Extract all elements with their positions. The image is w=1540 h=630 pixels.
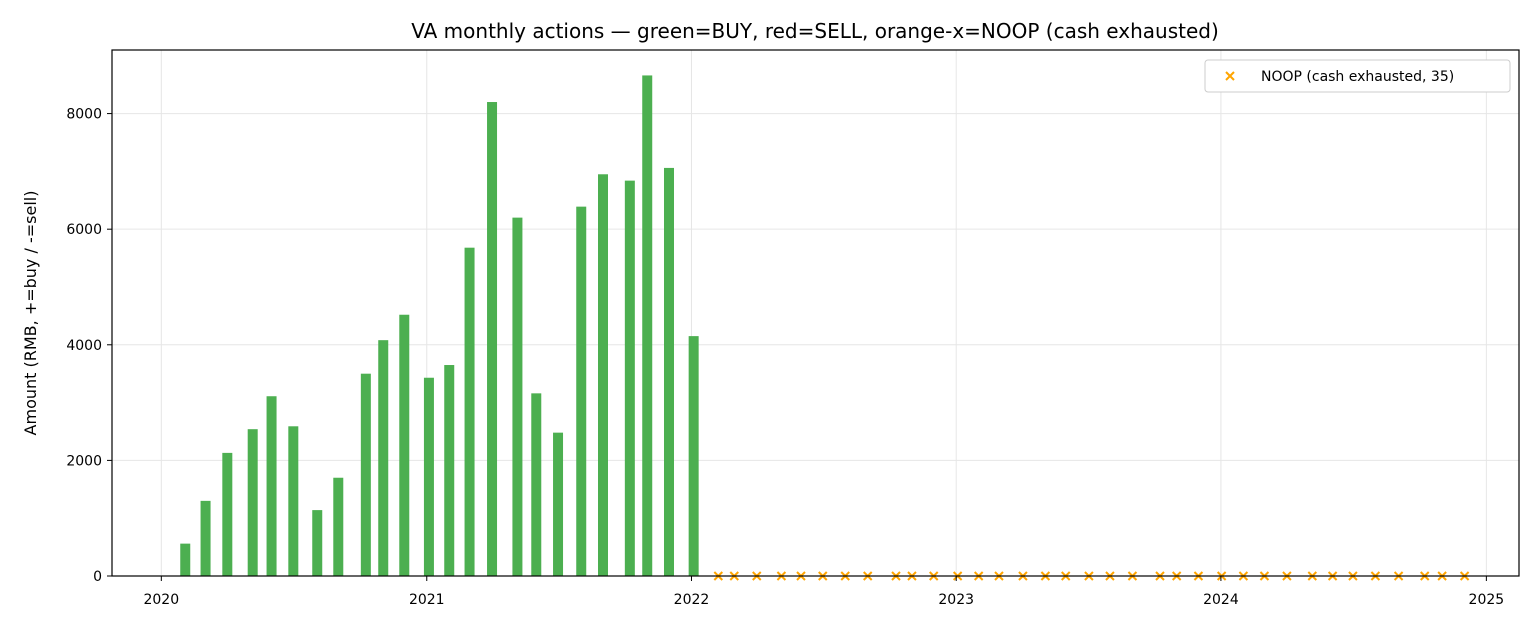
buy-bar <box>247 429 258 576</box>
buy-bar <box>222 452 233 576</box>
buy-bar <box>642 75 653 576</box>
buy-bar <box>576 206 587 576</box>
y-tick-label: 2000 <box>66 453 102 469</box>
y-axis: 0 2000 4000 6000 8000 <box>66 107 112 585</box>
buy-bar <box>464 247 475 576</box>
buy-bar <box>487 102 498 577</box>
buy-bar <box>180 543 191 576</box>
legend-noop-marker <box>1225 71 1235 81</box>
y-tick-label: 6000 <box>66 222 102 238</box>
x-axis: 2020 2021 2022 2023 2024 2025 <box>143 576 1504 608</box>
y-tick-label: 0 <box>93 569 102 585</box>
legend-x-marker <box>1225 71 1235 81</box>
buy-bar <box>200 500 211 576</box>
buy-bar <box>378 340 389 576</box>
y-axis-title: Amount (RMB, +=buy / -=sell) <box>21 191 40 436</box>
buy-bar <box>333 477 344 576</box>
grid <box>112 50 1519 576</box>
legend-noop-label: NOOP (cash exhausted, 35) <box>1261 69 1454 85</box>
x-tick-label: 2022 <box>674 592 710 608</box>
bars-group <box>180 75 699 577</box>
x-tick-label: 2023 <box>938 592 974 608</box>
chart-title: VA monthly actions — green=BUY, red=SELL… <box>411 19 1219 43</box>
buy-bar <box>597 174 608 576</box>
x-tick-label: 2021 <box>409 592 445 608</box>
buy-bar <box>266 396 277 576</box>
buy-bar <box>512 217 523 576</box>
x-tick-label: 2020 <box>143 592 179 608</box>
buy-bar <box>288 426 299 576</box>
buy-bar <box>663 167 674 576</box>
buy-bar <box>360 373 371 576</box>
buy-bar <box>423 377 434 576</box>
buy-bar <box>553 432 564 576</box>
x-tick-label: 2025 <box>1469 592 1505 608</box>
y-tick-label: 8000 <box>66 107 102 123</box>
buy-bar <box>312 510 323 576</box>
y-tick-label: 4000 <box>66 338 102 354</box>
axes-frame <box>111 49 1520 577</box>
buy-bar <box>399 314 410 576</box>
buy-bar <box>531 393 542 576</box>
buy-bar <box>624 180 635 576</box>
buy-bar <box>688 336 699 576</box>
buy-bar <box>444 365 455 576</box>
legend: NOOP (cash exhausted, 35) <box>1204 59 1511 93</box>
legend-box <box>1204 59 1511 93</box>
x-tick-label: 2024 <box>1203 592 1239 608</box>
